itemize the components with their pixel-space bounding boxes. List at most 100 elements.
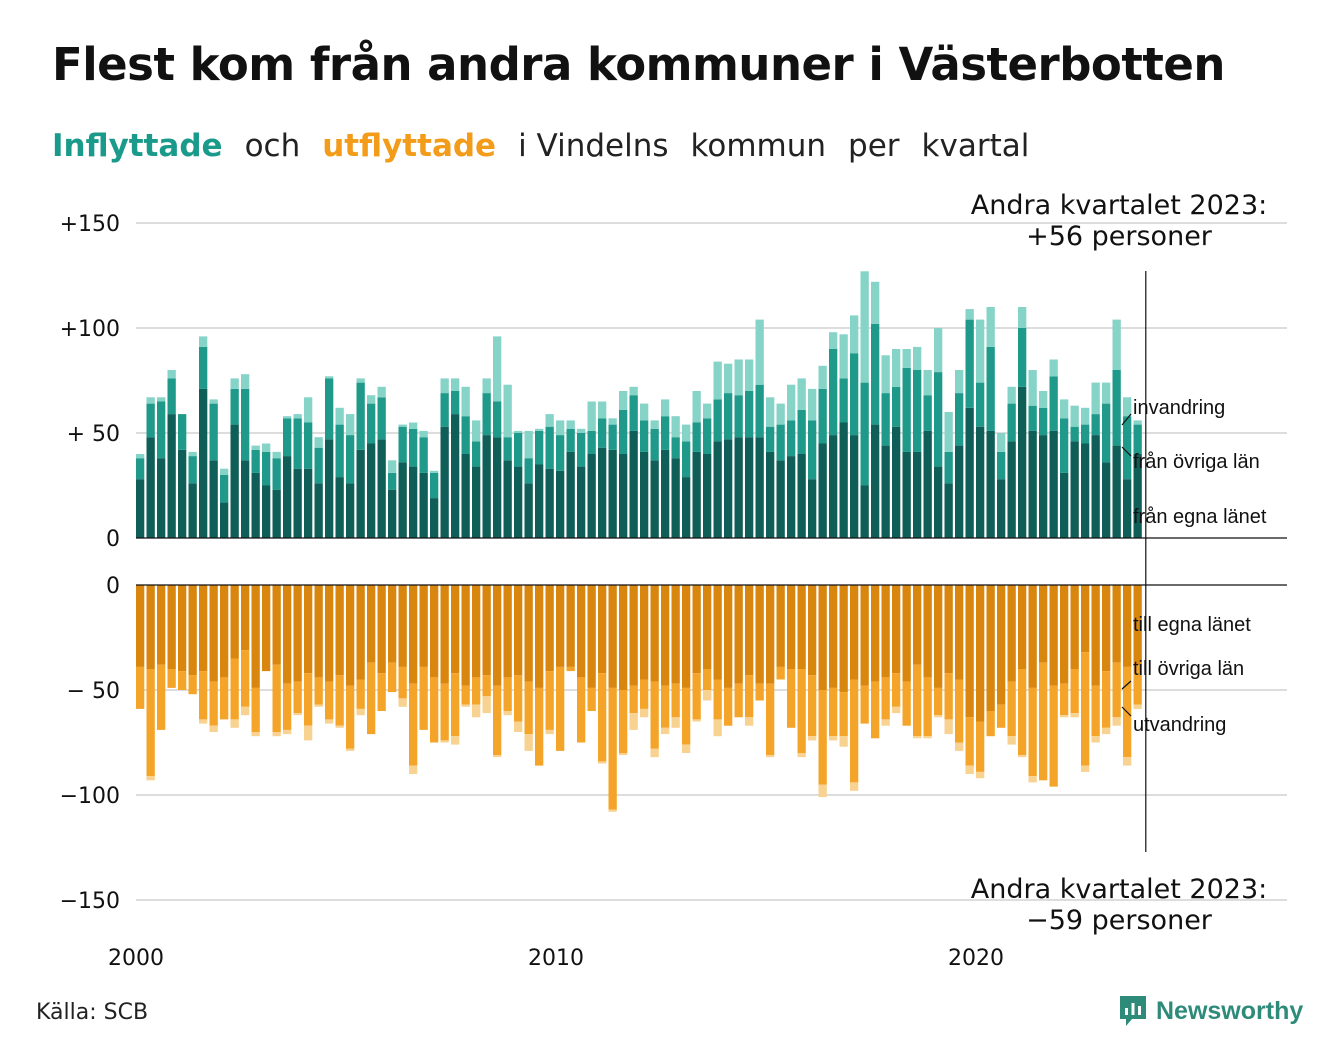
bottom-annotation-line1: Andra kvartalet 2023: (971, 874, 1267, 905)
bar-outflow-own-county (818, 585, 827, 690)
bar-inflow-own-county (734, 437, 743, 538)
bar-inflow-other-county (566, 428, 575, 452)
bar-outflow-emigration (1091, 736, 1100, 743)
bar-inflow-immigration (388, 460, 397, 473)
bar-inflow-own-county (598, 447, 607, 538)
bar-inflow-own-county (514, 466, 523, 538)
bar-inflow-own-county (724, 439, 733, 538)
bar-inflow-own-county (1091, 435, 1100, 538)
bar-outflow-own-county (650, 585, 659, 682)
bar-inflow-own-county (1060, 472, 1069, 538)
bar-outflow-emigration (640, 708, 649, 718)
bar-outflow-own-county (430, 585, 439, 678)
bar-inflow-immigration (220, 468, 229, 475)
bar-inflow-other-county (965, 319, 974, 408)
bar-inflow-own-county (661, 449, 670, 538)
bar-outflow-other-county (230, 658, 239, 720)
bar-inflow-immigration (818, 365, 827, 389)
bar-outflow-other-county (934, 687, 943, 716)
bar-inflow-immigration (871, 281, 880, 324)
bar-inflow-own-county (346, 483, 355, 538)
bar-outflow-other-county (1007, 681, 1016, 737)
bar-outflow-emigration (461, 704, 470, 707)
bar-inflow-immigration (283, 416, 292, 419)
bar-outflow-emigration (503, 711, 512, 716)
bar-outflow-other-county (356, 679, 365, 709)
bar-inflow-own-county (976, 426, 985, 538)
bar-inflow-own-county (640, 451, 649, 538)
bar-inflow-own-county (230, 424, 239, 538)
chart-subtitle: Inflyttade och utflyttade i Vindelns kommun p… (52, 128, 1051, 164)
bar-inflow-other-county (209, 403, 218, 461)
bar-outflow-emigration (1060, 715, 1069, 718)
bar-inflow-own-county (839, 422, 848, 538)
bar-inflow-own-county (650, 460, 659, 538)
bar-inflow-immigration (766, 397, 775, 427)
bar-outflow-other-county (1081, 652, 1090, 766)
bar-inflow-immigration (1091, 382, 1100, 415)
bar-inflow-own-county (776, 460, 785, 538)
bar-outflow-own-county (199, 585, 208, 672)
bar-outflow-other-county (577, 677, 586, 743)
bar-outflow-own-county (230, 585, 239, 659)
bar-inflow-own-county (881, 445, 890, 538)
bar-inflow-immigration (913, 346, 922, 370)
bar-inflow-own-county (545, 468, 554, 538)
bar-inflow-immigration (1060, 399, 1069, 419)
bar-inflow-own-county (850, 435, 859, 538)
bar-outflow-emigration (1123, 757, 1132, 766)
bar-inflow-other-county (524, 458, 533, 484)
bar-inflow-other-county (1028, 405, 1037, 431)
bar-outflow-other-county (367, 662, 376, 735)
bar-outflow-own-county (440, 585, 449, 684)
bar-outflow-emigration (241, 706, 250, 716)
bar-inflow-other-county (251, 449, 260, 473)
bar-inflow-immigration (188, 451, 197, 457)
bar-outflow-other-county (283, 683, 292, 730)
bar-inflow-other-county (1112, 370, 1121, 446)
bar-outflow-emigration (923, 736, 932, 739)
bar-outflow-other-county (1018, 669, 1027, 756)
bar-inflow-own-county (766, 451, 775, 538)
bar-outflow-other-county (524, 681, 533, 735)
bar-inflow-own-county (167, 414, 176, 538)
bar-outflow-other-county (713, 679, 722, 720)
bar-outflow-other-county (598, 673, 607, 762)
bar-inflow-own-county (566, 451, 575, 538)
bar-outflow-own-county (262, 585, 271, 672)
bar-inflow-own-county (587, 454, 596, 538)
bar-outflow-own-county (1102, 585, 1111, 672)
bottom-annotation-line2: −59 personer (1026, 905, 1213, 936)
bar-outflow-other-county (818, 690, 827, 785)
bar-outflow-own-county (356, 585, 365, 680)
bar-inflow-own-county (713, 441, 722, 538)
bar-outflow-other-county (976, 721, 985, 772)
bar-inflow-other-county (829, 349, 838, 436)
bar-outflow-emigration (1070, 713, 1079, 718)
bar-inflow-other-county (146, 403, 155, 438)
bar-inflow-own-county (902, 451, 911, 538)
bar-outflow-own-county (661, 585, 670, 686)
bar-outflow-emigration (283, 729, 292, 735)
bar-outflow-other-county (419, 666, 428, 730)
bar-outflow-emigration (482, 696, 491, 714)
bar-inflow-immigration (713, 361, 722, 400)
bar-outflow-own-county (640, 585, 649, 680)
bar-inflow-own-county (986, 430, 995, 538)
bar-outflow-emigration (892, 706, 901, 714)
bar-inflow-immigration (157, 397, 166, 402)
bar-outflow-own-county (692, 585, 701, 674)
bar-outflow-own-county (1123, 585, 1132, 667)
bar-outflow-emigration (703, 690, 712, 701)
bar-inflow-other-county (1081, 424, 1090, 444)
bar-outflow-emigration (598, 761, 607, 764)
bar-inflow-immigration (671, 416, 680, 438)
bar-outflow-other-county (1102, 671, 1111, 728)
bar-outflow-other-county (1060, 683, 1069, 716)
bar-inflow-immigration (577, 428, 586, 433)
bar-inflow-other-county (461, 416, 470, 454)
bar-inflow-other-county (1007, 403, 1016, 442)
bar-inflow-own-county (692, 451, 701, 538)
bar-outflow-other-county (766, 683, 775, 756)
bar-inflow-immigration (724, 363, 733, 394)
